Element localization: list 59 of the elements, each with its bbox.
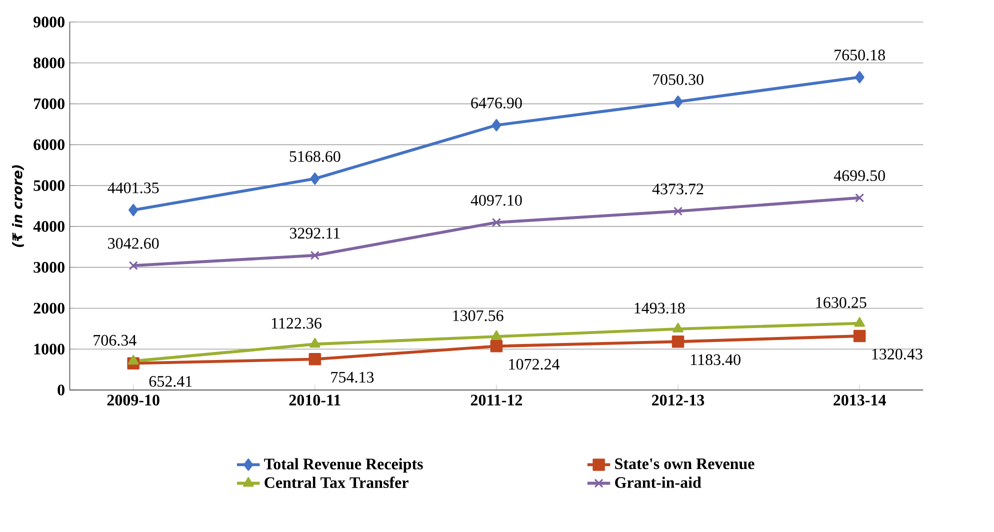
point [128,204,138,216]
point [490,340,503,352]
y-tick-label: 6000 [34,139,64,150]
point [309,338,320,348]
point [491,330,502,340]
data-label: 1630.25 [816,297,866,308]
y-tick-label: 9000 [34,16,64,28]
point [672,322,684,332]
point [128,354,139,365]
y-tick-label: 0 [58,384,64,396]
data-label: 1493.18 [634,302,685,314]
y-tick-label: 7000 [34,98,64,110]
y-tick-label: 3000 [34,262,64,273]
point [855,193,864,202]
data-label: 3292.11 [290,228,340,239]
x-tick-label: 2010-11 [289,394,340,406]
y-axis-title: (₹ in crore) [12,165,24,248]
point [492,218,502,228]
data-label: 4373.72 [652,184,704,194]
legend-label: Central Tax Transfer [264,476,408,488]
x-tick-label: 2011-12 [470,394,522,406]
point [673,96,683,108]
data-label: 7650.18 [834,50,885,60]
data-label: 7050.30 [653,74,704,86]
point [673,206,683,216]
data-label: 652.41 [149,376,192,387]
x-tick-label: 2009-10 [107,394,160,406]
data-label: 3042.60 [108,238,159,249]
data-label: 1072.24 [509,358,560,370]
point [310,250,320,260]
point [492,119,502,132]
legend-label: State's own Revenue [615,458,754,470]
y-tick-label: 4000 [33,221,64,232]
point [854,71,864,84]
legend-label: Grant-in-aid [615,476,702,488]
data-label: 1320.43 [872,348,922,360]
point [854,317,865,327]
point [672,335,684,348]
y-tick-label: 1000 [34,344,64,355]
data-label: 1307.56 [453,310,504,322]
data-label: 4097.10 [470,194,522,206]
data-label: 5168.60 [290,151,340,162]
legend-label: Total Revenue Receipts [264,458,423,473]
data-label: 4699.50 [834,170,885,182]
point [128,261,138,270]
data-label: 1122.36 [272,318,322,329]
point [308,353,322,366]
y-tick-label: 5000 [34,180,64,191]
point [853,330,866,342]
x-tick-label: 2013-14 [834,394,886,406]
data-label: 6476.90 [471,98,522,108]
y-tick-label: 2000 [34,302,64,314]
point [310,172,320,185]
data-label: 4401.35 [108,182,159,194]
data-label: 754.13 [331,372,374,383]
x-tick-label: 2012-13 [652,394,704,406]
data-label: 706.34 [94,334,136,346]
y-tick-label: 8000 [34,57,64,68]
data-label: 1183.40 [691,354,740,366]
